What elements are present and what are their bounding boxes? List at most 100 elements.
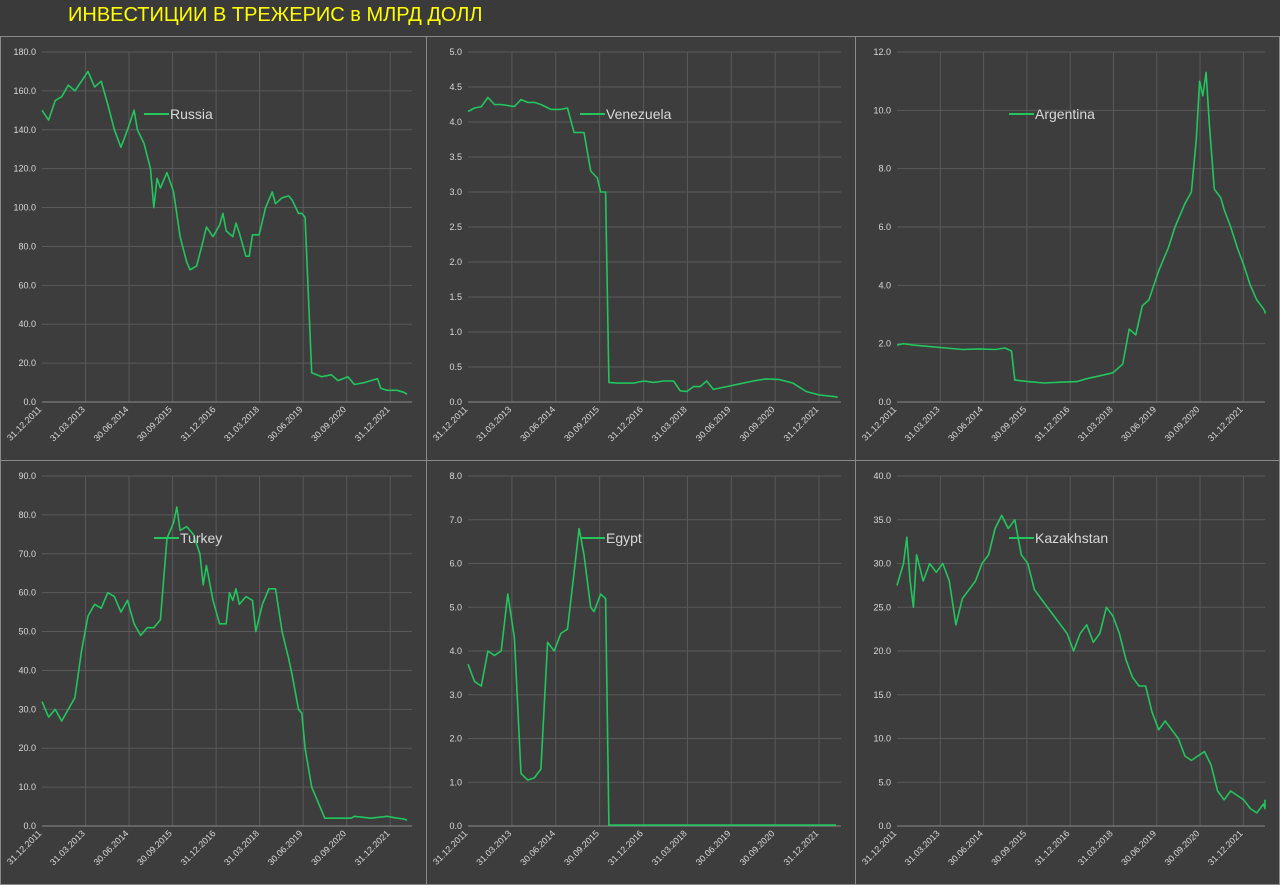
chart-panel-russia: 0.0 20.0 40.0 60.0 80.0 100.0 120.0 140.0 160.0 1…	[0, 36, 427, 461]
y-tick-label: 0.0	[23, 397, 36, 407]
x-tick-label: 30.09.2015	[562, 828, 601, 867]
x-tick-label: 30.06.2019	[266, 404, 305, 443]
chart-svg: 0.01.02.03.04.05.06.07.08.031.12.2011 31.…	[431, 471, 841, 867]
x-tick-label: 30.06.2014	[518, 828, 557, 867]
x-tick-label: 31.12.2011	[431, 828, 469, 866]
chart-panel-kazakhstan: 0.0 5.0 10.0 15.0 20.0 25.0 30.0 35.0 40.0 31.12.…	[855, 460, 1280, 885]
chart-svg: 0.02.04.06.08.010.012.031.12.2011 31.03.2…	[860, 47, 1266, 443]
x-tick-label: 30.06.2019	[266, 828, 305, 867]
x-tick-label: 31.03.2018	[650, 404, 689, 443]
x-tick-label: 31.12.2021	[353, 828, 392, 867]
x-tick-label: 30.09.2015	[135, 404, 174, 443]
y-tick-label: 6.0	[878, 222, 891, 232]
x-tick-label: 30.06.2014	[946, 404, 985, 443]
y-tick-label: 30.0	[18, 704, 36, 714]
legend-label: Egypt	[606, 530, 642, 546]
x-tick-label: 31.03.2013	[474, 404, 513, 443]
x-tick-label: 31.03.2018	[650, 828, 689, 867]
x-tick-label: 30.09.2020	[1163, 828, 1202, 867]
x-tick-label: 31.12.2016	[606, 404, 645, 443]
y-tick-label: 4.0	[449, 646, 462, 656]
y-tick-label: 10.0	[18, 782, 36, 792]
y-tick-label: 20.0	[18, 358, 36, 368]
chart-svg: 0.0 20.0 40.0 60.0 80.0 100.0 120.0 140.0 160.0 1…	[5, 47, 412, 443]
x-tick-label: 30.06.2019	[694, 404, 733, 443]
x-tick-label: 30.09.2015	[989, 404, 1028, 443]
y-tick-label: 5.0	[449, 602, 462, 612]
x-tick-label: 30.09.2015	[989, 828, 1028, 867]
x-tick-label: 31.12.2021	[782, 828, 821, 867]
y-tick-label: 5.0	[449, 47, 462, 57]
y-tick-label: 20.0	[873, 646, 891, 656]
x-tick-label: 31.12.2016	[606, 828, 645, 867]
y-tick-label: 5.0	[878, 777, 891, 787]
x-tick-label: 30.06.2019	[694, 828, 733, 867]
chart-svg: 0.0 5.0 10.0 15.0 20.0 25.0 30.0 35.0 40.0 31.12.…	[860, 471, 1266, 867]
header-bar: ИНВЕСТИЦИИ В ТРЕЖЕРИС в МЛРД ДОЛЛ	[0, 0, 1280, 36]
series-line-russia	[41, 70, 408, 395]
x-tick-label: 30.06.2014	[92, 404, 131, 443]
y-tick-label: 2.0	[449, 257, 462, 267]
y-tick-label: 3.0	[449, 187, 462, 197]
x-tick-label: 31.12.2016	[179, 404, 218, 443]
y-tick-label: 15.0	[873, 690, 891, 700]
chart-svg: 0.0 10.0 20.0 30.0 40.0 50.0 60.0 70.0 80.0 90.0 3…	[5, 471, 412, 867]
legend-label: Venezuela	[606, 106, 672, 122]
legend-label: Turkey	[180, 530, 222, 546]
y-tick-label: 8.0	[878, 164, 891, 174]
x-tick-label: 30.09.2020	[1163, 404, 1202, 443]
y-tick-label: 2.5	[449, 222, 462, 232]
y-tick-label: 140.0	[13, 125, 36, 135]
y-tick-label: 40.0	[18, 319, 36, 329]
x-tick-label: 30.09.2020	[309, 404, 348, 443]
x-tick-label: 30.06.2014	[946, 828, 985, 867]
y-tick-label: 40.0	[873, 471, 891, 481]
x-tick-label: 31.03.2013	[903, 828, 942, 867]
x-tick-label: 30.09.2020	[738, 828, 777, 867]
y-tick-label: 80.0	[18, 510, 36, 520]
legend-label: Argentina	[1035, 106, 1095, 122]
y-tick-label: 2.0	[449, 734, 462, 744]
y-tick-label: 0.5	[449, 362, 462, 372]
x-tick-label: 31.12.2021	[1206, 828, 1245, 867]
x-tick-label: 31.03.2013	[903, 404, 942, 443]
y-tick-label: 30.0	[873, 559, 891, 569]
x-tick-label: 31.12.2011	[5, 828, 43, 866]
x-tick-label: 31.12.2011	[5, 404, 43, 442]
y-tick-label: 0.0	[23, 821, 36, 831]
chart-panel-venezuela: 0.0 0.5 1.0 1.5 2.0 2.5 3.0 3.5 4.0 4.5 5.0 31.12.2…	[426, 36, 856, 461]
series-line-egypt	[467, 527, 836, 826]
x-tick-label: 30.09.2015	[135, 828, 174, 867]
y-tick-label: 4.5	[449, 82, 462, 92]
y-tick-label: 1.5	[449, 292, 462, 302]
y-tick-label: 40.0	[18, 665, 36, 675]
page-title: ИНВЕСТИЦИИ В ТРЕЖЕРИС в МЛРД ДОЛЛ	[68, 4, 483, 26]
y-tick-label: 0.0	[449, 397, 462, 407]
series-line-venezuela	[467, 96, 838, 398]
y-tick-label: 60.0	[18, 588, 36, 598]
x-tick-label: 31.03.2013	[474, 828, 513, 867]
y-tick-label: 160.0	[13, 86, 36, 96]
x-tick-label: 30.09.2020	[738, 404, 777, 443]
x-tick-label: 30.06.2019	[1119, 828, 1158, 867]
x-tick-label: 30.06.2019	[1119, 404, 1158, 443]
x-tick-label: 30.06.2014	[92, 828, 131, 867]
x-tick-label: 31.12.2016	[179, 828, 218, 867]
chart-svg: 0.0 0.5 1.0 1.5 2.0 2.5 3.0 3.5 4.0 4.5 5.0 31.12.2…	[431, 47, 841, 443]
y-tick-label: 0.0	[878, 821, 891, 831]
y-tick-label: 3.0	[449, 690, 462, 700]
x-tick-label: 31.03.2018	[1076, 828, 1115, 867]
y-tick-label: 12.0	[873, 47, 891, 57]
x-tick-label: 31.03.2018	[222, 404, 261, 443]
y-tick-label: 60.0	[18, 280, 36, 290]
series-line-kazakhstan	[896, 514, 1266, 814]
x-tick-label: 31.12.2016	[1033, 404, 1072, 443]
x-tick-label: 31.12.2021	[353, 404, 392, 443]
y-tick-label: 2.0	[878, 339, 891, 349]
y-tick-label: 4.0	[449, 117, 462, 127]
y-tick-label: 8.0	[449, 471, 462, 481]
y-tick-label: 20.0	[18, 743, 36, 753]
x-tick-label: 31.12.2011	[860, 828, 898, 866]
series-line-argentina	[896, 71, 1266, 384]
y-tick-label: 100.0	[13, 203, 36, 213]
